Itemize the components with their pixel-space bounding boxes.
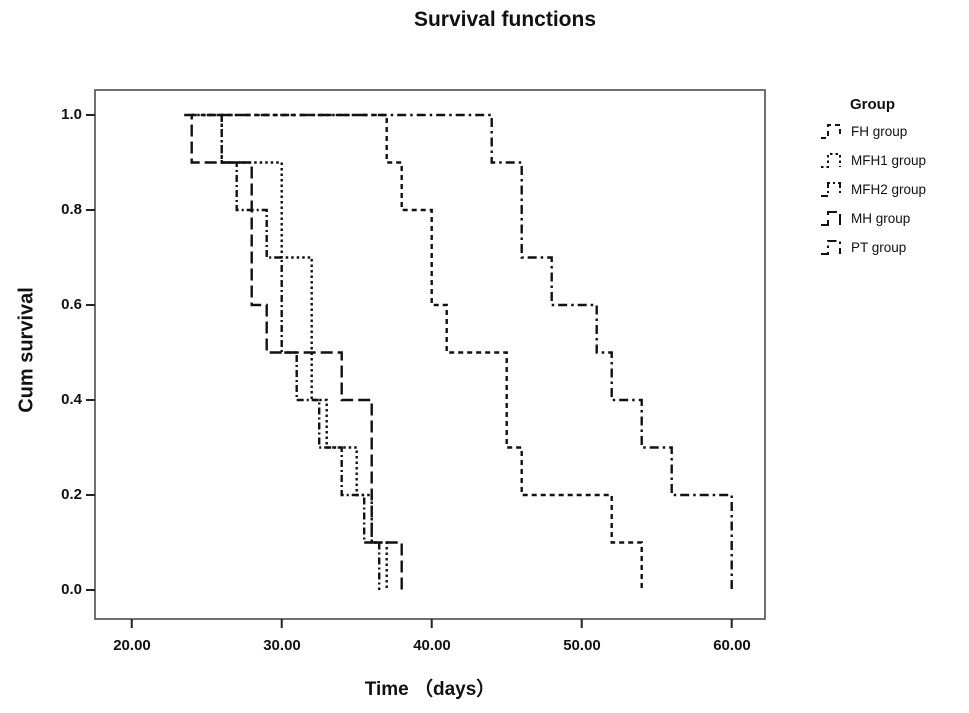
chart-title: Survival functions [413, 8, 597, 31]
legend-item-fh: FH group [820, 121, 968, 141]
x-tick-label: 40.00 [413, 637, 451, 654]
legend-item-label: FH group [851, 123, 908, 139]
survival-curve-mfh2-group [206, 113, 381, 590]
y-tick-label: 0.8 [61, 201, 82, 218]
legend-item-mh: MH group [820, 208, 968, 228]
legend: Group FH group MFH1 group MFH2 group MH … [820, 96, 968, 266]
plot-frame [94, 89, 766, 620]
legend-item-label: MFH1 group [851, 152, 927, 168]
step-line-sample-icon [821, 153, 841, 168]
x-tick-label: 20.00 [113, 637, 151, 654]
y-axis-title: Cum survival [15, 287, 38, 413]
legend-item-mfh1: MFH1 group [820, 150, 968, 170]
step-line-sample-icon [821, 240, 841, 255]
survival-curve-mfh1-group [191, 113, 388, 590]
step-line-sample-icon [821, 182, 841, 197]
step-line-sample-icon [821, 124, 841, 139]
legend-item-label: MFH2 group [851, 181, 927, 197]
legend-item-label: MH group [851, 210, 911, 226]
legend-item-label: PT group [851, 239, 907, 255]
legend-item-pt: PT group [820, 237, 968, 257]
step-line-sample-icon [821, 211, 841, 226]
x-tick-label: 30.00 [263, 637, 301, 654]
x-axis-title: Time （days） [364, 679, 496, 700]
survival-curve-pt-group [221, 113, 733, 590]
y-tick-label: 0.6 [61, 296, 82, 313]
y-tick-label: 0.2 [61, 486, 82, 503]
legend-item-mfh2: MFH2 group [820, 179, 968, 199]
legend-title: Group [850, 96, 895, 113]
x-tick-label: 50.00 [563, 637, 601, 654]
y-tick-label: 0.4 [61, 391, 82, 408]
x-tick-label: 60.00 [713, 637, 751, 654]
survival-curve-mh-group [184, 113, 403, 590]
survival-curve-fh-group [191, 113, 643, 590]
y-tick-label: 1.0 [61, 106, 82, 123]
y-tick-label: 0.0 [61, 581, 82, 598]
